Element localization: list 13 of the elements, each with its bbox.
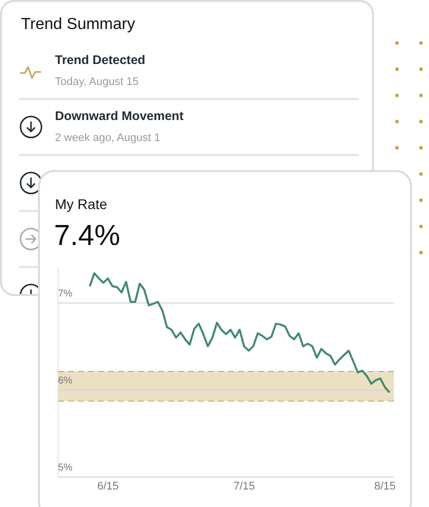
text: 2 week ago, August 1: [55, 132, 160, 144]
x-tick-label: 7/15: [233, 480, 255, 492]
text: Downward Movement: [55, 109, 184, 123]
text: Trend Summary: [21, 16, 136, 34]
y-tick-label: 6%: [58, 376, 73, 387]
chart-title: My Rate: [55, 196, 108, 212]
text: Today, August 15: [55, 76, 139, 88]
y-tick-label: 5%: [58, 462, 73, 474]
x-tick-label: 6/15: [97, 480, 119, 492]
chart-subtitle: 7.4%: [54, 220, 120, 253]
text: Trend Detected: [55, 53, 146, 67]
x-tick-label: 8/15: [374, 480, 396, 492]
y-tick-label: 7%: [58, 288, 73, 300]
